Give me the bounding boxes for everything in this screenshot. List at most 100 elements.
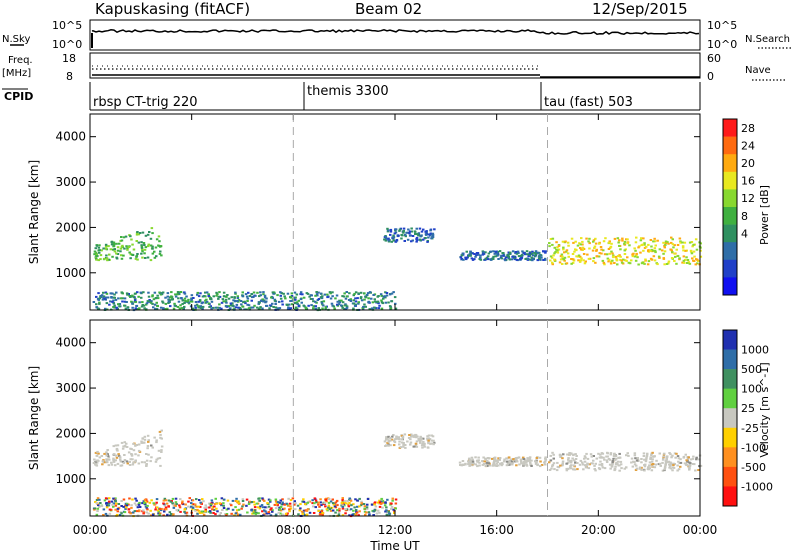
scatter-cell	[305, 509, 309, 512]
scatter-cell	[529, 463, 533, 466]
scatter-cell	[142, 500, 145, 503]
scatter-cell	[372, 294, 375, 296]
scatter-cell	[594, 469, 597, 472]
scatter-cell	[105, 506, 109, 509]
scatter-cell	[131, 498, 134, 501]
scatter-cell	[259, 294, 262, 297]
scatter-cell	[649, 239, 653, 241]
scatter-cell	[118, 303, 122, 305]
scatter-cell	[387, 435, 390, 438]
scatter-cell	[653, 259, 657, 262]
scatter-cell	[588, 463, 591, 466]
scatter-cell	[427, 437, 430, 440]
scatter-cell	[275, 502, 279, 505]
scatter-cell	[538, 254, 541, 257]
scatter-cell	[116, 510, 119, 513]
scatter-cell	[402, 443, 405, 446]
scatter-cell	[392, 236, 396, 239]
scatter-cell	[103, 452, 106, 455]
scatter-cell	[429, 442, 432, 445]
scatter-cell	[388, 514, 391, 517]
scatter-cell	[581, 243, 584, 246]
scatter-cell	[98, 505, 101, 508]
scatter-cell	[567, 458, 570, 461]
scatter-cell	[679, 458, 682, 461]
scatter-cell	[93, 508, 96, 511]
scatter-cell	[127, 503, 130, 506]
scatter-cell	[134, 299, 137, 302]
scatter-cell	[540, 464, 544, 466]
scatter-cell	[209, 503, 213, 506]
scatter-cell	[360, 502, 363, 505]
scatter-cell	[635, 467, 639, 470]
scatter-cell	[227, 507, 230, 510]
scatter-cell	[500, 257, 503, 260]
scatter-cell	[512, 458, 515, 461]
scatter-cell	[460, 257, 464, 260]
scatter-cell	[600, 464, 604, 467]
scatter-cell	[519, 254, 523, 257]
scatter-cell	[470, 257, 474, 260]
scatter-cell	[526, 253, 529, 256]
scatter-cell	[592, 257, 596, 260]
scatter-cell	[665, 458, 668, 460]
scatter-cell	[273, 299, 277, 302]
scatter-cell	[151, 295, 154, 298]
scatter-cell	[354, 513, 358, 516]
scatter-cell	[234, 291, 237, 294]
scatter-cell	[114, 508, 117, 511]
scatter-cell	[252, 291, 256, 294]
scatter-cell	[322, 300, 326, 303]
scatter-cell	[218, 514, 222, 516]
scatter-cell	[366, 503, 369, 506]
scatter-cell	[530, 252, 534, 255]
scatter-cell	[314, 307, 318, 310]
scatter-cell	[548, 469, 552, 471]
scatter-cell	[262, 506, 265, 509]
scatter-cell	[381, 500, 385, 502]
scatter-cell	[553, 259, 557, 262]
scatter-cell	[114, 298, 118, 301]
scatter-cell	[492, 461, 496, 464]
scatter-cell	[392, 508, 395, 511]
scatter-cell	[191, 506, 195, 509]
scatter-cell	[534, 253, 538, 256]
scatter-cell	[201, 511, 204, 514]
scatter-cell	[218, 303, 221, 306]
scatter-cell	[140, 440, 143, 443]
scatter-cell	[664, 463, 667, 466]
scatter-cell	[97, 246, 101, 249]
scatter-cell	[183, 302, 186, 304]
scatter-cell	[122, 254, 125, 257]
scatter-cell	[553, 258, 556, 261]
scatter-cell	[670, 249, 673, 252]
scatter-cell	[525, 460, 528, 463]
scatter-cell	[410, 240, 413, 243]
scatter-cell	[384, 301, 388, 304]
scatter-cell	[364, 513, 367, 516]
scatter-cell	[637, 263, 640, 266]
scatter-cell	[128, 234, 131, 237]
scatter-cell	[233, 299, 237, 302]
scatter-cell	[633, 255, 637, 258]
scatter-cell	[315, 293, 319, 296]
scatter-cell	[154, 460, 158, 463]
scatter-cell	[157, 244, 160, 247]
scatter-cell	[264, 510, 267, 513]
scatter-cell	[422, 440, 425, 443]
scatter-cell	[363, 298, 366, 301]
scatter-cell	[321, 295, 324, 298]
scatter-cell	[131, 253, 134, 256]
scatter-cell	[650, 469, 654, 472]
scatter-cell	[690, 252, 694, 255]
scatter-cell	[502, 460, 506, 463]
scatter-cell	[321, 307, 324, 310]
scatter-cell	[353, 304, 357, 307]
scatter-cell	[143, 307, 146, 310]
scatter-cell	[319, 296, 323, 299]
scatter-cell	[360, 299, 364, 302]
scatter-cell	[519, 258, 522, 261]
scatter-cell	[539, 258, 542, 261]
scatter-cell	[626, 256, 629, 259]
scatter-cell	[551, 261, 554, 264]
